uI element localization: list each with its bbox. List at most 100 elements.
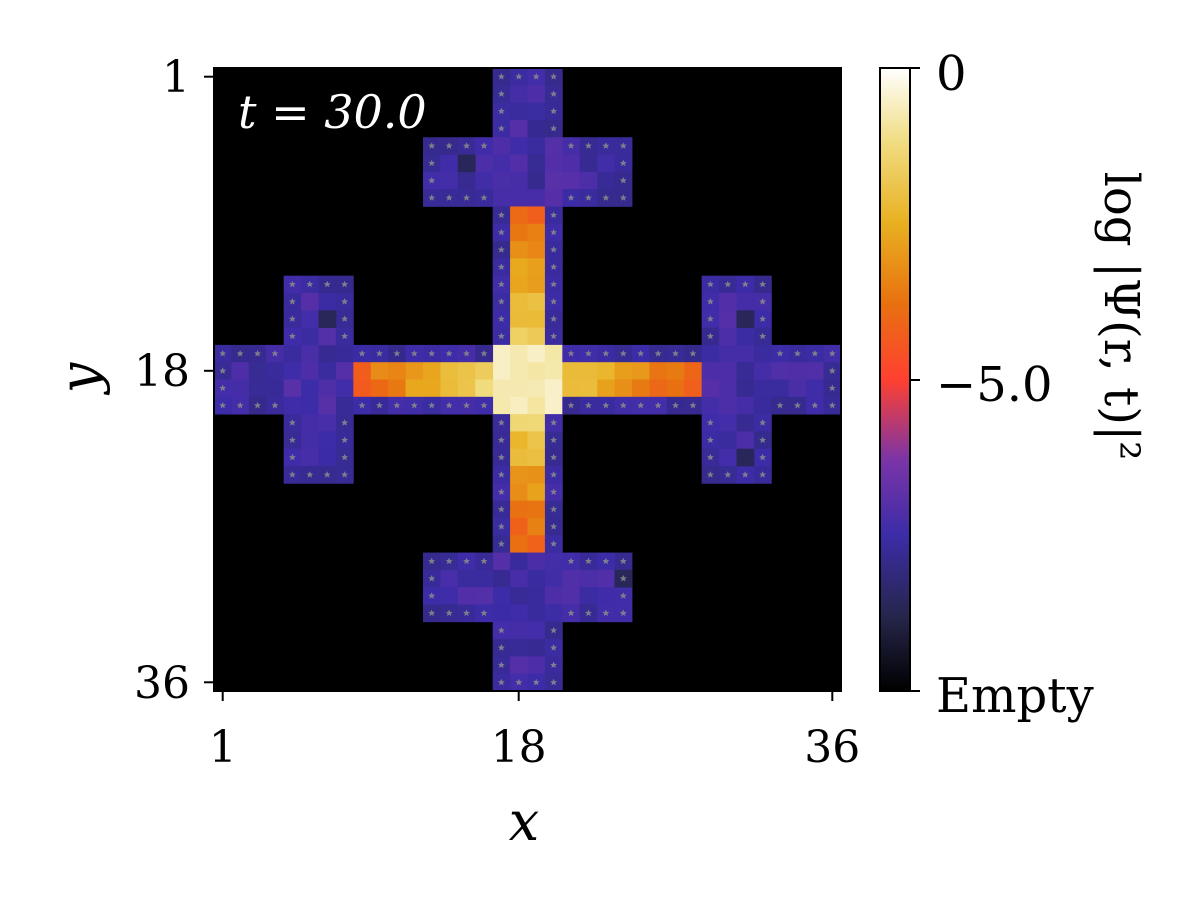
heatmap-cell xyxy=(579,569,598,588)
heatmap-cell xyxy=(510,344,528,363)
heatmap-cell xyxy=(527,414,546,432)
heatmap-cell xyxy=(684,362,703,380)
heatmap-cell xyxy=(527,552,546,571)
heatmap-cell xyxy=(492,569,511,588)
heatmap-cell xyxy=(266,362,285,380)
heatmap-cell xyxy=(248,362,267,380)
heatmap-cell xyxy=(475,362,494,380)
heatmap-cell xyxy=(283,379,302,398)
heatmap-cell xyxy=(527,639,546,657)
heatmap-cell xyxy=(788,379,807,398)
heatmap-cell xyxy=(527,85,546,104)
heatmap-cell xyxy=(771,362,790,380)
heatmap-cell xyxy=(527,223,546,242)
heatmap-cell xyxy=(771,379,790,398)
heatmap-cell xyxy=(719,379,737,398)
heatmap-cell xyxy=(510,639,528,657)
heatmap-cell xyxy=(597,587,615,605)
heatmap-cell xyxy=(527,327,546,346)
heatmap-cell xyxy=(301,396,319,415)
heatmap-cell xyxy=(527,362,546,380)
heatmap-cell xyxy=(510,292,528,311)
heatmap-cell xyxy=(510,656,528,675)
heatmap-cell xyxy=(544,344,563,363)
heatmap-cell xyxy=(301,292,319,311)
heatmap-cell xyxy=(527,292,546,311)
heatmap-cell xyxy=(510,587,528,605)
heatmap-cell xyxy=(719,448,737,467)
heatmap-cell xyxy=(301,431,319,450)
heatmap-cell xyxy=(544,396,563,415)
heatmap-cell xyxy=(510,569,528,588)
heatmap-cell xyxy=(510,119,528,138)
heatmap-cell xyxy=(318,379,337,398)
y-axis: 1 18 36 y xyxy=(48,52,214,709)
heatmap-cell xyxy=(527,154,546,173)
heatmap-cell xyxy=(231,379,250,398)
heatmap-cell xyxy=(510,137,528,155)
heatmap-cell xyxy=(736,431,755,450)
heatmap-cell xyxy=(231,362,250,380)
heatmap-cell xyxy=(510,85,528,104)
heatmap-cell xyxy=(666,362,685,380)
heatmap-cell xyxy=(457,587,476,605)
heatmap-cell xyxy=(684,379,703,398)
heatmap-cell xyxy=(510,275,528,294)
heatmap-cell xyxy=(544,587,563,605)
heatmap-cell-dark xyxy=(457,154,476,173)
heatmap-cell xyxy=(510,206,528,225)
heatmap-cell xyxy=(440,587,459,605)
heatmap-cell xyxy=(388,362,406,380)
heatmap-cell xyxy=(527,483,546,502)
heatmap-cell xyxy=(527,396,546,415)
heatmap-cell xyxy=(492,189,511,207)
heatmap-cell xyxy=(666,379,685,398)
x-axis-label: x xyxy=(509,790,539,853)
heatmap-cell xyxy=(510,258,528,277)
heatmap-cell xyxy=(318,344,337,363)
y-tick-label-36: 36 xyxy=(134,658,190,709)
heatmap-cell xyxy=(753,396,772,415)
heatmap-cell xyxy=(388,379,406,398)
heatmap-cell xyxy=(632,379,650,398)
heatmap-cell xyxy=(649,379,668,398)
heatmap-cell xyxy=(527,656,546,675)
heatmap-cell xyxy=(527,189,546,207)
heatmap-cell xyxy=(736,327,755,346)
heatmap-cell xyxy=(492,552,511,571)
heatmap-cell xyxy=(562,171,581,190)
heatmap-cell xyxy=(544,154,563,173)
heatmap-cell xyxy=(510,448,528,467)
heatmap-cell xyxy=(719,362,737,380)
heatmap-cell xyxy=(301,362,319,380)
heatmap-cell xyxy=(510,483,528,502)
heatmap-cell xyxy=(701,362,720,380)
heatmap-cell xyxy=(492,379,511,398)
heatmap-cell xyxy=(544,362,563,380)
heatmap-cell xyxy=(510,102,528,121)
heatmap-cell xyxy=(510,379,528,398)
heatmap-cell-dark xyxy=(318,310,337,328)
heatmap-cell xyxy=(562,379,581,398)
heatmap-cell xyxy=(719,344,737,363)
time-annotation: t = 30.0 xyxy=(238,85,427,139)
heatmap-cell xyxy=(492,154,511,173)
heatmap-cell xyxy=(527,604,546,623)
heatmap-cell xyxy=(510,517,528,536)
heatmap-cell xyxy=(457,171,476,190)
heatmap-cell xyxy=(440,171,459,190)
x-tick-label-36: 36 xyxy=(804,722,860,773)
heatmap-cell xyxy=(318,414,337,432)
heatmap-cell xyxy=(440,362,459,380)
heatmap-cell xyxy=(353,362,372,380)
heatmap-cell xyxy=(301,327,319,346)
heatmap-cell xyxy=(527,171,546,190)
heatmap-cell xyxy=(579,171,598,190)
heatmap-cell xyxy=(318,448,337,467)
heatmap-cell xyxy=(527,535,546,553)
heatmap-cell xyxy=(492,344,511,363)
heatmap-cell xyxy=(736,344,755,363)
heatmap-cell xyxy=(335,362,354,380)
heatmap-cell xyxy=(527,500,546,519)
